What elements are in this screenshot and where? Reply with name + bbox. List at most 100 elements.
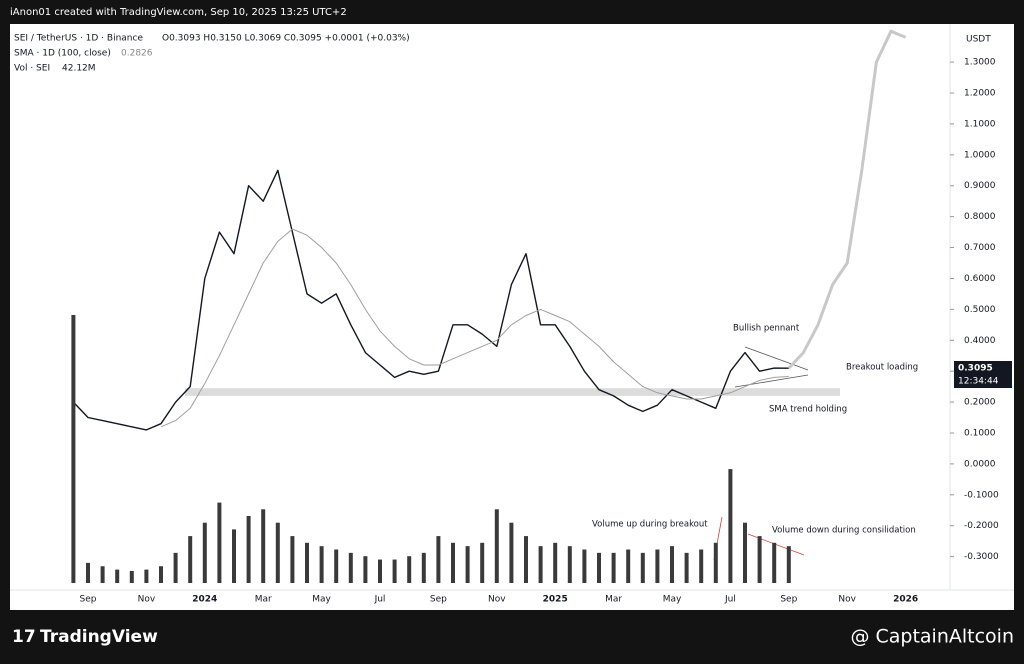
volume-bar (597, 552, 601, 583)
volume-bar (378, 559, 382, 583)
volume-bar (553, 542, 558, 583)
volume-bar (86, 562, 90, 583)
y-tick-label: 0.8000 (964, 212, 996, 222)
volume-bar (217, 502, 222, 583)
volume-bar (670, 546, 674, 583)
y-tick-label: 0.6000 (964, 274, 996, 284)
annotation: Bullish pennant (733, 324, 800, 334)
attribution: iAnon01 created with TradingView.com, Se… (10, 7, 347, 18)
support-zone (185, 388, 840, 396)
price-tag: 0.3095 (958, 364, 993, 374)
volume-bar (640, 552, 645, 583)
annotation: Volume up during breakout (592, 520, 708, 530)
y-tick-label: 0.0000 (964, 459, 996, 469)
volume-bar (772, 542, 777, 583)
volume-bar (451, 542, 455, 583)
y-tick-label: 0.5000 (964, 305, 996, 315)
volume-bar (392, 559, 397, 583)
x-tick-label: Nov (138, 595, 156, 605)
volume-bar (480, 542, 485, 583)
volume-bar (421, 552, 426, 583)
y-tick-label: 0.4000 (964, 336, 996, 346)
volume-bar (319, 546, 324, 583)
volume-bar (100, 566, 105, 583)
volume-bar (144, 569, 149, 583)
y-tick-label: 1.1000 (964, 119, 996, 129)
y-tick-label: 1.2000 (964, 88, 996, 98)
volume-bar (159, 566, 163, 583)
volume-bar (436, 536, 441, 583)
sma-value: 0.2826 (121, 49, 153, 59)
y-tick-label: -0.3000 (964, 552, 999, 562)
volume-bar (202, 522, 207, 583)
x-tick-label: 2026 (893, 595, 918, 605)
volume-bar (188, 536, 193, 583)
x-tick-label: Sep (430, 595, 447, 605)
x-tick-label: 2025 (543, 595, 568, 605)
volume-bar (407, 556, 412, 583)
y-tick-label: 0.1000 (964, 428, 996, 438)
volume-bar (261, 509, 266, 583)
volume-bar (743, 522, 747, 583)
volume-bar (786, 546, 791, 583)
volume-bar (129, 570, 134, 583)
volume-bar (611, 552, 616, 583)
volume-bar (290, 536, 295, 583)
x-tick-label: 2024 (192, 595, 217, 605)
volume-bar (334, 549, 339, 583)
volume-bar (115, 569, 120, 583)
volume-bar (173, 552, 178, 583)
y-tick-label: 1.3000 (964, 58, 996, 68)
volume-bar (728, 469, 733, 583)
volume-bar (232, 529, 236, 583)
x-tick-label: Mar (605, 595, 622, 605)
volume-bar (71, 315, 76, 583)
volume-bar (582, 549, 587, 583)
price-line (160, 228, 789, 428)
volume-bar (275, 522, 280, 583)
price-tag-box (954, 361, 1012, 388)
y-tick-label: -0.1000 (964, 490, 999, 500)
y-tick-label: 1.0000 (964, 150, 996, 160)
volume-bar (757, 536, 762, 583)
x-tick-label: Jul (374, 595, 386, 605)
volume-bar (246, 516, 251, 583)
ohlc: O0.3093 H0.3150 L0.3069 C0.3095 +0.0001 … (162, 34, 410, 44)
x-tick-label: May (312, 595, 331, 605)
volume-bar (363, 556, 368, 583)
currency: USDT (966, 35, 991, 45)
x-tick-label: Nov (488, 595, 506, 605)
volume-bar (684, 552, 689, 583)
countdown: 12:34:44 (958, 377, 999, 387)
annotation: Breakout loading (846, 363, 918, 373)
y-tick-label: 0.7000 (964, 243, 996, 253)
volume-bar (699, 549, 704, 583)
volume-bar (494, 509, 499, 583)
annotation: Volume down during consilidation (772, 526, 916, 536)
price-line (787, 29, 907, 370)
watermark: @ CaptainAltcoin (850, 626, 1014, 648)
volume-bar (509, 522, 514, 583)
y-tick-label: -0.2000 (964, 521, 999, 531)
x-tick-label: Sep (80, 595, 97, 605)
vol-label: Vol · SEI (14, 64, 50, 74)
brand-logo: 17 (12, 627, 36, 647)
pennant-upper (744, 346, 809, 371)
y-tick-label: 0.9000 (964, 181, 996, 191)
price-line (72, 169, 789, 431)
x-tick-label: Mar (255, 595, 272, 605)
volume-bar (348, 552, 353, 583)
annotation: SMA trend holding (769, 405, 847, 415)
brand: TradingView (40, 627, 158, 647)
chart-panel (10, 24, 1014, 610)
x-tick-label: Jul (724, 595, 736, 605)
volume-bar (567, 546, 572, 583)
volume-bar (465, 546, 470, 583)
volume-bar (655, 549, 660, 583)
x-tick-label: Sep (780, 595, 797, 605)
volume-bar (305, 542, 309, 583)
x-tick-label: May (663, 595, 682, 605)
volume-bar (713, 542, 718, 583)
